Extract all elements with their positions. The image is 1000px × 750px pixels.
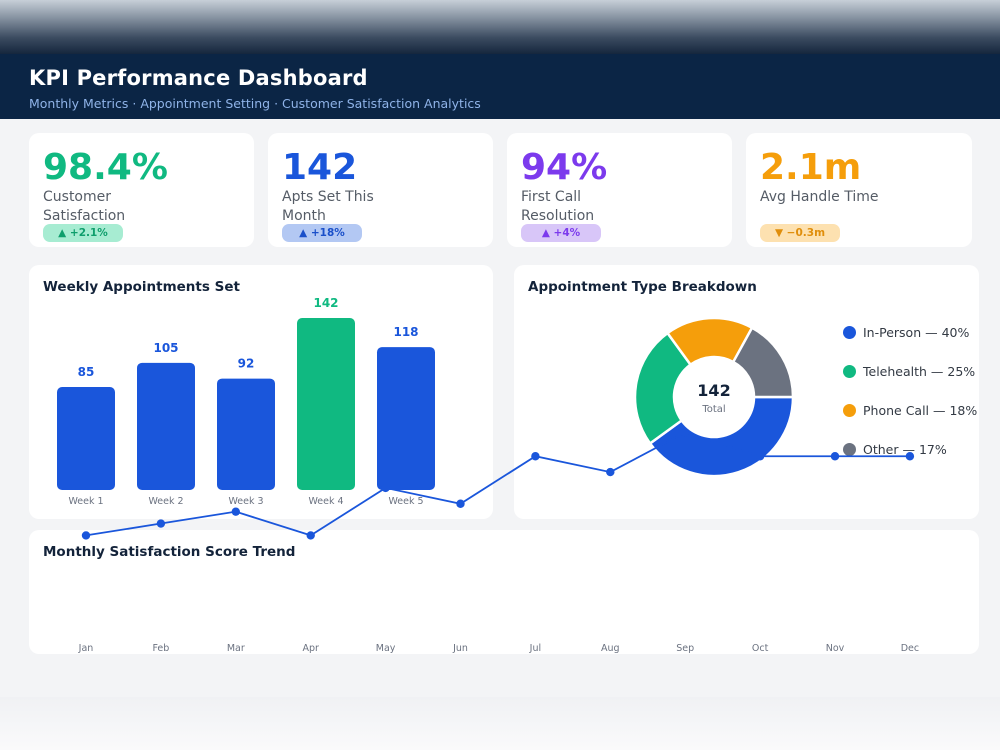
bar-category-label: Week 1	[68, 496, 103, 507]
legend-swatch	[843, 365, 856, 378]
donut-center-value: 142	[697, 381, 730, 400]
bar-value-label: 105	[153, 341, 178, 355]
kpi-card-first-call: 94% First Call Resolution ▲ +4%	[507, 133, 732, 247]
legend-label: Telehealth — 25%	[863, 364, 976, 379]
kpi-label: Customer Satisfaction	[43, 189, 126, 224]
kpi-value: 142	[282, 147, 358, 188]
trend-chart-title: Monthly Satisfaction Score Trend	[43, 544, 296, 560]
legend-item-telehealth: Telehealth — 25%	[843, 364, 975, 379]
kpi-value: 94%	[521, 147, 608, 188]
bar-3	[217, 378, 275, 490]
bar-category-label: Week 4	[308, 496, 343, 507]
donut-center-label: Total	[701, 404, 725, 415]
legend-label: Phone Call — 18%	[863, 403, 978, 418]
trend-point-feb	[156, 519, 166, 528]
kpi-card-appointments: 142 Apts Set This Month ▲ +18%	[268, 133, 493, 247]
bar-category-label: Week 2	[148, 496, 183, 507]
top-blur-backdrop	[0, 0, 1000, 54]
legend-swatch	[843, 326, 856, 339]
legend-swatch	[843, 404, 856, 417]
appointment-breakdown-card: Appointment Type Breakdown 142 Total In-P…	[514, 265, 979, 519]
kpi-value: 2.1m	[760, 147, 862, 188]
donut-slice-other	[731, 326, 795, 399]
legend-item-other: Other — 17%	[843, 442, 947, 457]
kpi-card-handle-time: 2.1m Avg Handle Time ▼ −0.3m	[746, 133, 972, 247]
legend-item-phone-call: Phone Call — 18%	[843, 403, 977, 418]
bar-category-label: Week 3	[228, 496, 263, 507]
legend-label: In-Person — 40%	[863, 325, 970, 340]
bar-value-label: 85	[78, 365, 95, 379]
dashboard-header: KPI Performance Dashboard Monthly Metric…	[0, 54, 1000, 119]
weekly-chart-title: Weekly Appointments Set	[43, 279, 240, 295]
bottom-fade	[0, 697, 1000, 750]
donut-slice-telehealth	[633, 331, 693, 446]
bar-value-label: 92	[238, 357, 255, 371]
appointment-donut-chart: 142 Total	[633, 316, 795, 478]
kpi-card-satisfaction: 98.4% Customer Satisfaction ▲ +2.1%	[29, 133, 254, 247]
bar-1	[57, 387, 115, 490]
kpi-badge: ▼ −0.3m	[760, 224, 840, 242]
kpi-badge: ▲ +4%	[521, 224, 601, 242]
bar-value-label: 118	[393, 325, 418, 339]
legend-item-in-person: In-Person — 40%	[843, 325, 969, 340]
page-subtitle: Monthly Metrics · Appointment Setting · …	[29, 96, 481, 111]
weekly-appointments-card: Weekly Appointments Set 85 Week 1 105 Week …	[29, 265, 493, 519]
kpi-label: First Call Resolution	[521, 189, 595, 224]
bar-value-label: 142	[313, 296, 338, 310]
bar-5	[377, 347, 435, 490]
bar-category-label: Week 5	[388, 496, 423, 507]
kpi-badge: ▲ +2.1%	[43, 224, 123, 242]
page-title: KPI Performance Dashboard	[29, 66, 368, 90]
legend-label: Other — 17%	[863, 442, 947, 457]
kpi-badge: ▲ +18%	[282, 224, 362, 242]
bar-4	[297, 318, 355, 490]
satisfaction-trend-card: Monthly Satisfaction Score Trend	[29, 530, 979, 654]
bar-2	[137, 362, 195, 490]
kpi-label: Apts Set This Month	[282, 189, 374, 224]
kpi-label: Avg Handle Time	[760, 189, 879, 205]
breakdown-chart-title: Appointment Type Breakdown	[528, 279, 757, 295]
weekly-bar-chart: 85 Week 1 105 Week 2 92 Week 3 142 Week 4 118 Wee…	[57, 296, 435, 507]
legend-swatch	[843, 443, 856, 456]
kpi-value: 98.4%	[43, 147, 168, 188]
